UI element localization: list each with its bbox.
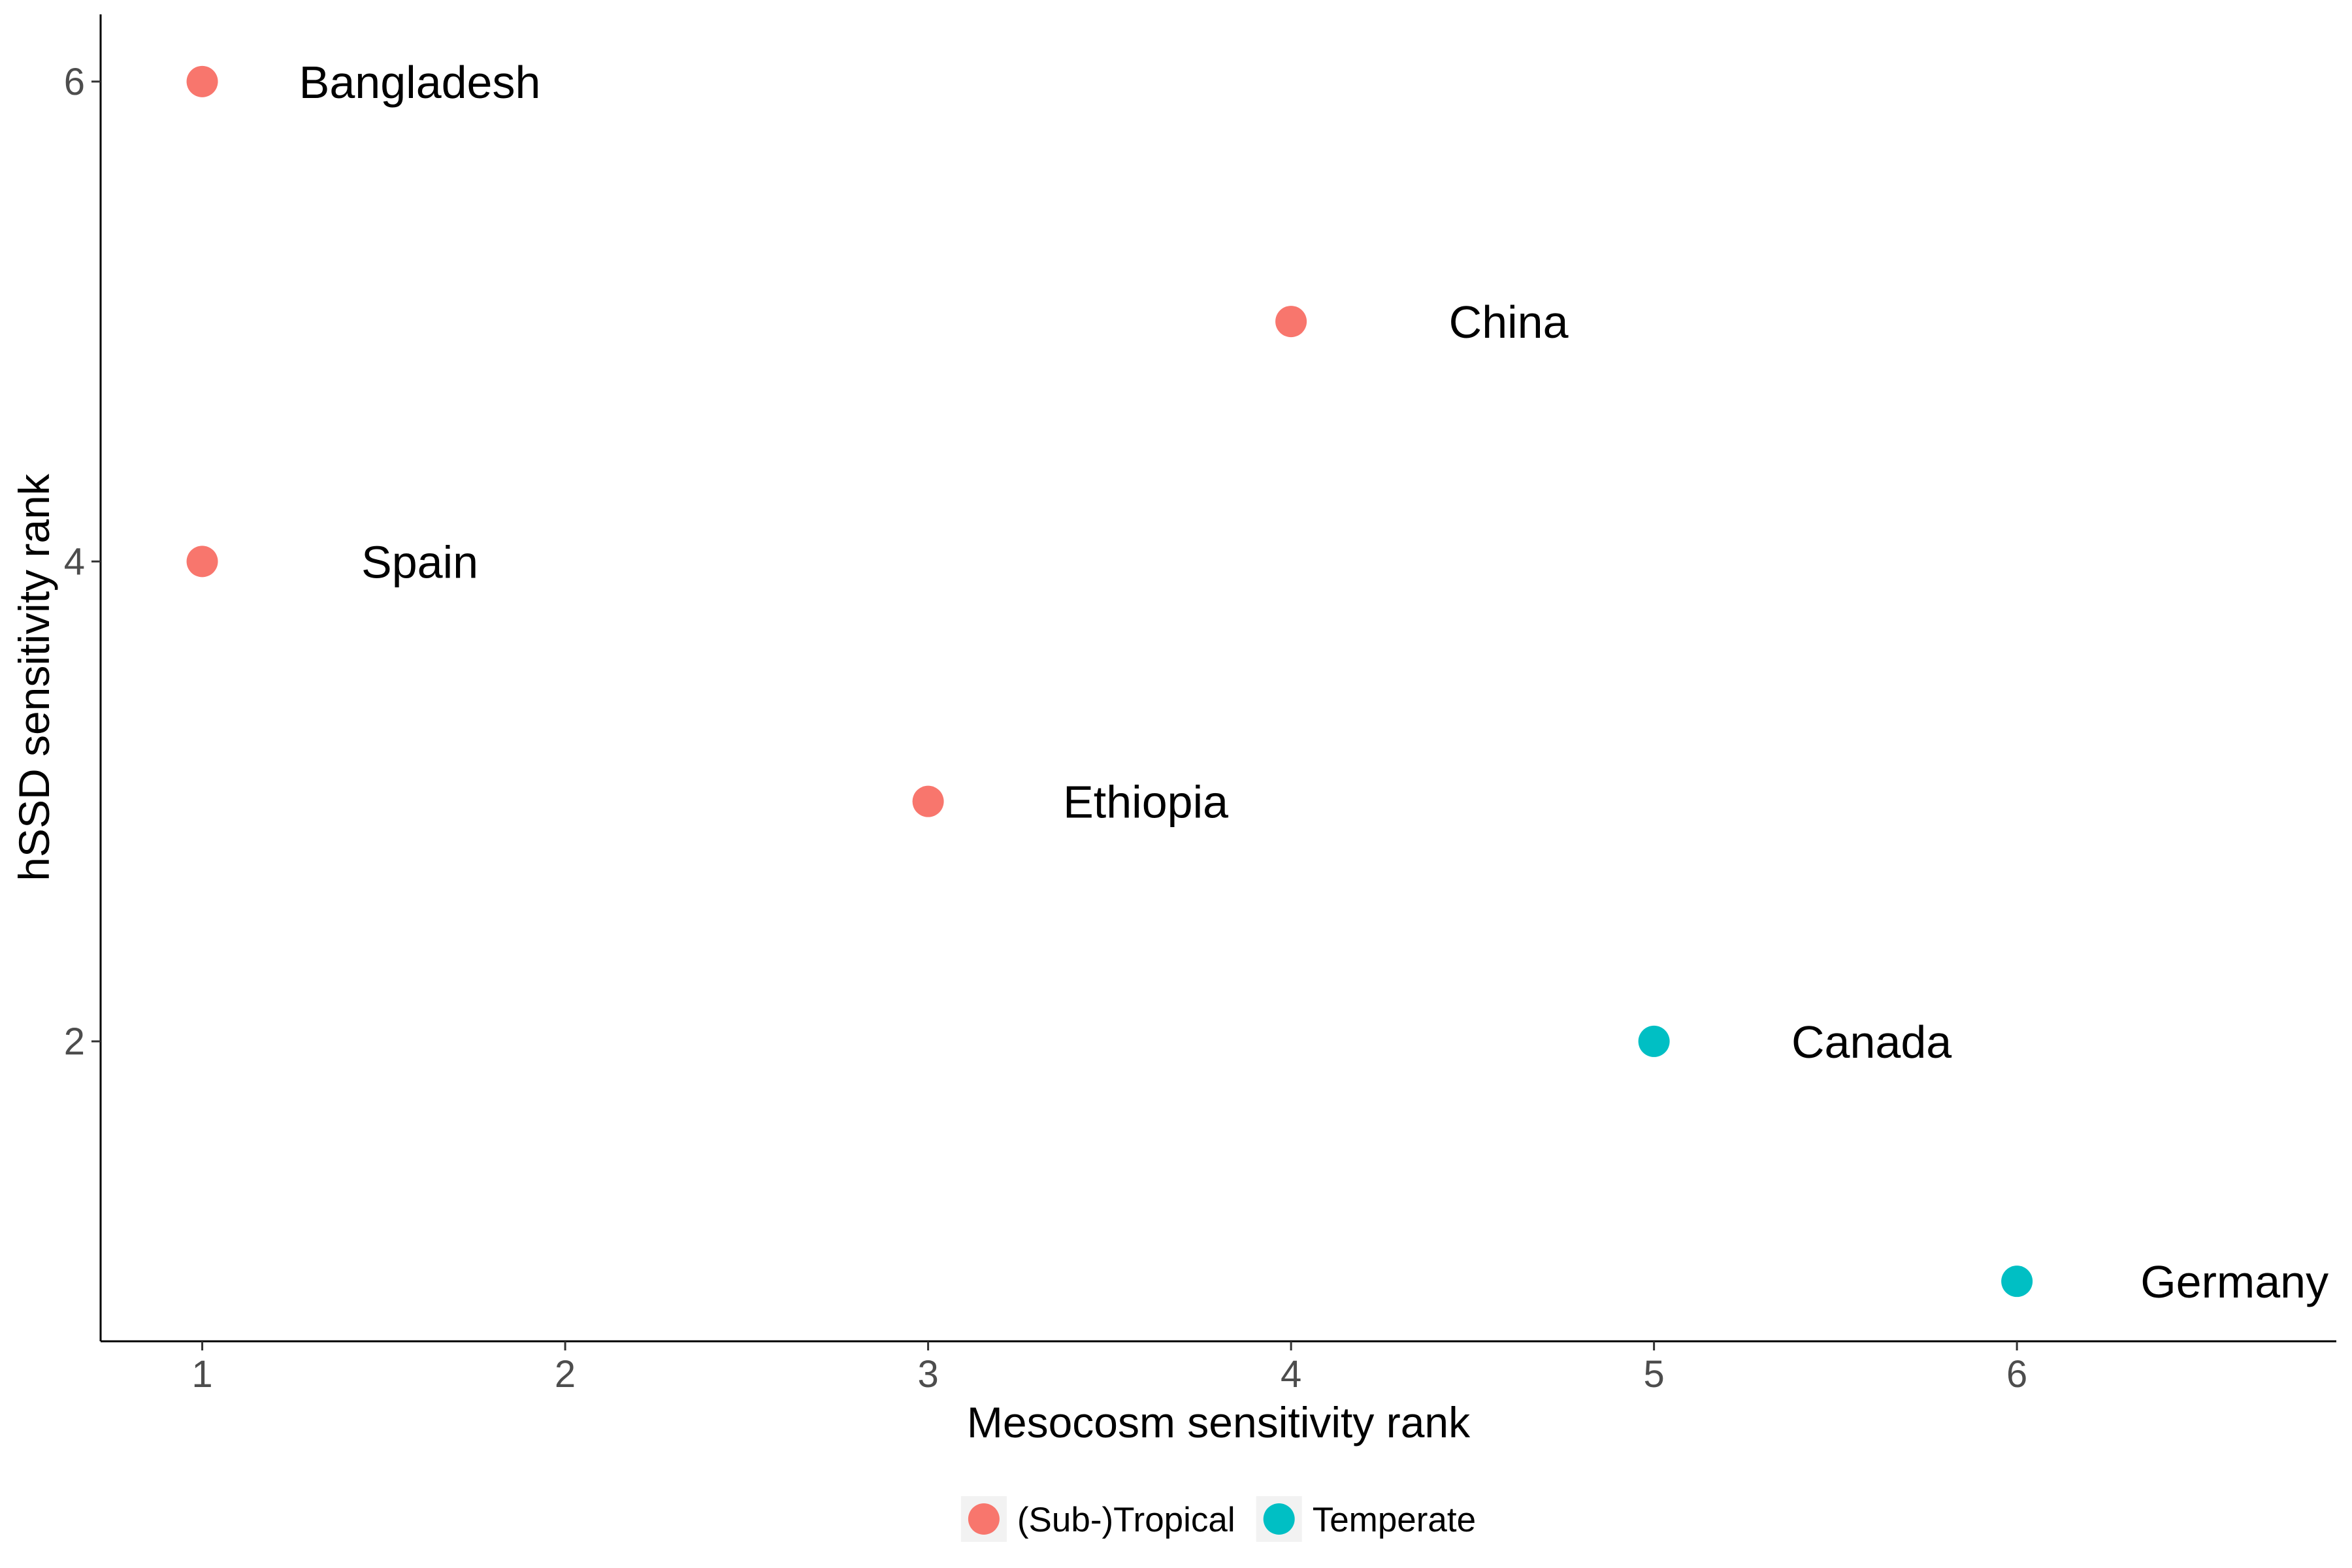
data-point-label: Canada [1791, 1017, 1952, 1068]
x-axis-title: Mesocosm sensitivity rank [967, 1398, 1471, 1446]
data-point-label: Germany [2140, 1256, 2328, 1307]
y-tick-label: 4 [64, 540, 85, 583]
legend: (Sub-)Tropical Temperate [960, 1496, 1476, 1542]
y-axis-title: hSSD sensitivity rank [10, 473, 58, 881]
x-tick-label: 4 [1281, 1353, 1301, 1396]
data-point-labels: Bangladesh China Spain Ethiopia Canada German… [299, 57, 2328, 1307]
data-point [2001, 1266, 2033, 1298]
legend-key [968, 1503, 1000, 1535]
x-axis-ticks: 1 2 3 4 5 6 [191, 1341, 2027, 1396]
x-tick-label: 5 [1643, 1353, 1664, 1396]
legend-item: (Sub-)Tropical [960, 1496, 1235, 1542]
y-tick-label: 6 [64, 61, 85, 103]
x-tick-label: 2 [555, 1353, 576, 1396]
y-tick-label: 2 [64, 1021, 85, 1063]
data-point-label: Ethiopia [1063, 777, 1228, 828]
legend-label: (Sub-)Tropical [1017, 1501, 1235, 1539]
legend-label: Temperate [1313, 1501, 1476, 1539]
plot-area: 1 2 3 4 5 6 2 4 6 Bangladesh China Spain Ethiopia C… [64, 14, 2336, 1396]
data-point [1638, 1025, 1670, 1057]
data-points [186, 65, 2033, 1298]
data-point-label: Bangladesh [299, 57, 541, 108]
y-axis-ticks: 2 4 6 [64, 61, 101, 1063]
legend-key [1263, 1503, 1295, 1535]
data-point [1275, 306, 1307, 338]
x-tick-label: 3 [917, 1353, 938, 1396]
data-point [912, 785, 944, 817]
data-point [186, 546, 218, 578]
x-tick-label: 1 [191, 1353, 212, 1396]
data-point-label: Spain [361, 536, 478, 587]
x-tick-label: 6 [2006, 1353, 2027, 1396]
data-point [186, 65, 218, 97]
legend-item: Temperate [1256, 1496, 1476, 1542]
data-point-label: China [1449, 297, 1569, 348]
